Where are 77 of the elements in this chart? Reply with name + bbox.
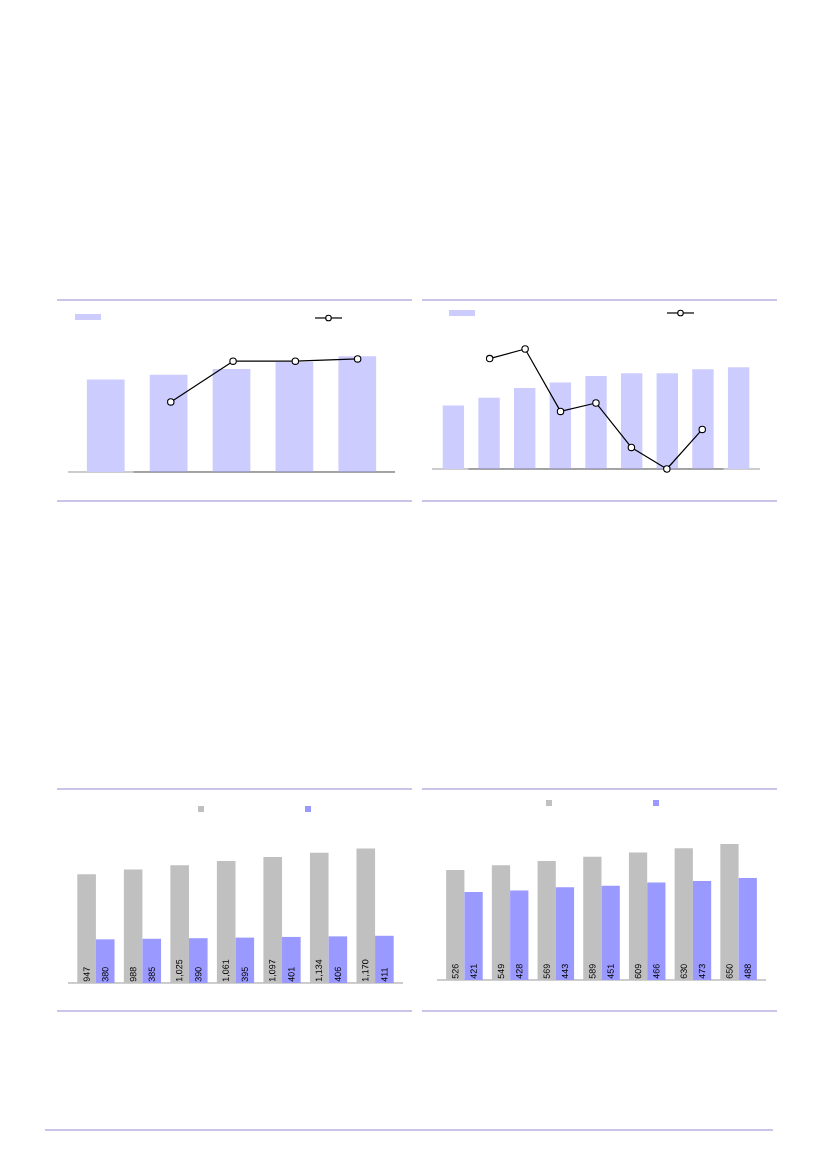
data-label: 947 (83, 967, 90, 982)
bar (446, 869, 465, 980)
data-label: 473 (698, 964, 706, 979)
bar (620, 373, 643, 469)
bar (727, 367, 750, 469)
point (556, 407, 565, 416)
point (592, 399, 600, 407)
data-label: 385 (148, 967, 155, 982)
data-label: 1,097 (269, 959, 277, 982)
bar (583, 856, 602, 980)
data-label: 380 (102, 967, 109, 982)
bar (263, 856, 283, 983)
bar (123, 869, 143, 983)
data-label: 569 (543, 964, 550, 979)
bar (656, 373, 679, 469)
bar (216, 861, 236, 983)
bar (720, 843, 739, 980)
bar (77, 874, 96, 983)
bar (188, 938, 208, 983)
data-label: 549 (497, 964, 505, 979)
bar (356, 848, 376, 983)
data-label: 1,025 (175, 959, 184, 982)
bar (338, 356, 377, 472)
bar (212, 369, 251, 472)
bar (442, 405, 465, 469)
point (521, 345, 529, 353)
data-label: 395 (241, 967, 248, 982)
bar (555, 887, 575, 980)
bar (275, 362, 314, 472)
bar (692, 881, 712, 980)
data-label: 451 (607, 964, 614, 979)
data-label: 589 (589, 964, 596, 979)
bar (328, 936, 348, 983)
bar (674, 848, 693, 980)
data-label: 411 (381, 967, 388, 982)
point (698, 425, 706, 434)
bar (692, 369, 714, 469)
bar (601, 885, 620, 980)
data-label: 428 (516, 964, 523, 979)
bar (309, 852, 329, 983)
data-label: 1,061 (222, 959, 230, 982)
bar (235, 937, 255, 983)
bar (549, 382, 572, 469)
data-label: 650 (726, 964, 733, 979)
bar (142, 938, 162, 983)
bar (510, 890, 529, 980)
bar (628, 852, 648, 980)
data-label: 1,134 (315, 959, 323, 982)
bar (514, 388, 536, 469)
data-label: 390 (195, 967, 202, 982)
data-label: 466 (653, 964, 660, 979)
bar (585, 375, 607, 469)
bar (170, 865, 189, 983)
bar (282, 936, 301, 983)
point (627, 443, 636, 452)
bar (375, 935, 394, 983)
data-label: 421 (470, 964, 477, 979)
data-label: 488 (744, 964, 751, 979)
bar (86, 379, 125, 472)
data-label: 406 (334, 967, 342, 982)
bar (149, 374, 188, 472)
data-label: 401 (288, 967, 295, 982)
data-label: 526 (452, 964, 459, 979)
bar (464, 891, 483, 980)
data-label: 609 (634, 964, 642, 979)
bar (738, 877, 757, 980)
data-label: 630 (680, 964, 687, 979)
bar (491, 865, 511, 980)
data-label: 1,170 (362, 959, 370, 982)
data-label: 443 (561, 964, 569, 979)
bar (478, 397, 500, 469)
bar (647, 882, 666, 980)
bar (95, 939, 115, 983)
point (663, 465, 671, 473)
data-label: 988 (129, 967, 137, 982)
point (485, 354, 494, 363)
bar (537, 860, 556, 980)
